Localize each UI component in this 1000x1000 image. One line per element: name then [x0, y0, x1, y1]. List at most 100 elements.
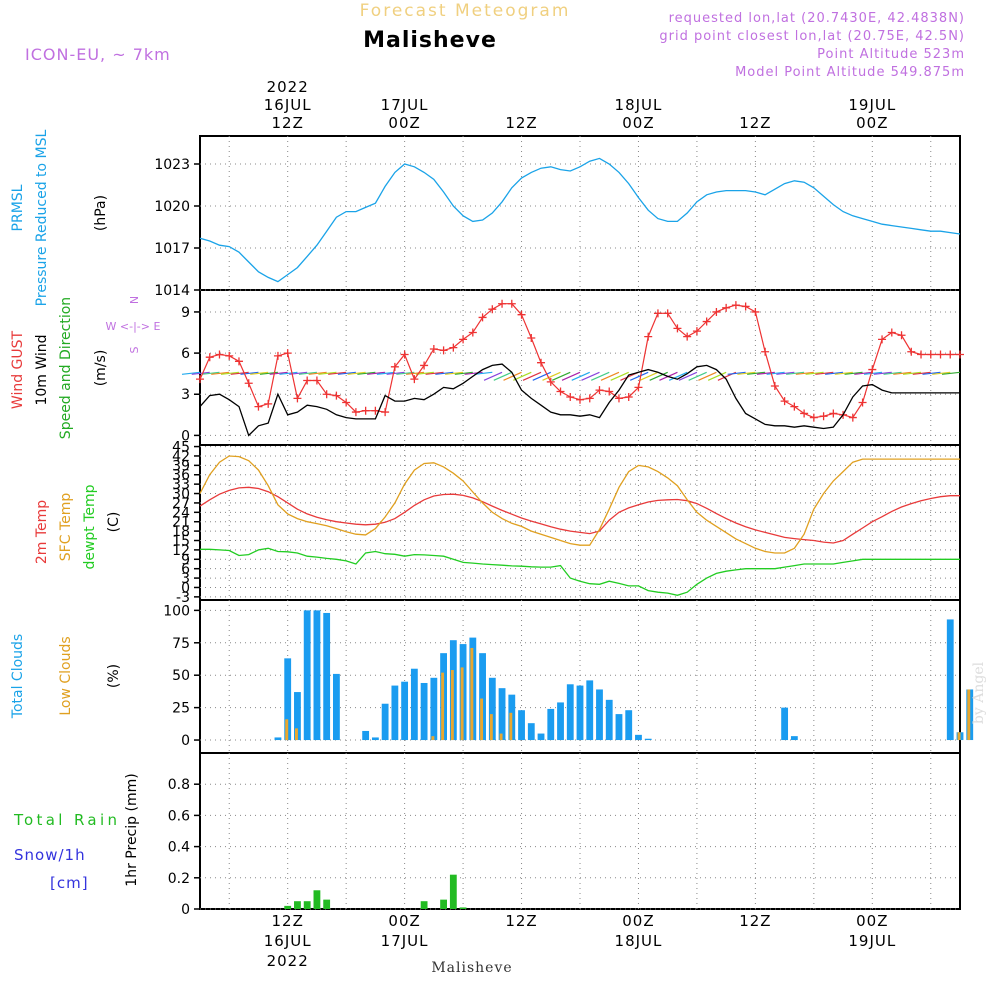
low-cloud-bar [441, 672, 445, 741]
time-label-hour: 12Z [739, 114, 771, 132]
total-cloud-bar [547, 708, 555, 741]
wind-direction-arrow [493, 371, 513, 381]
total-cloud-bar [790, 736, 798, 741]
wind-direction-arrow [522, 371, 542, 381]
wind-direction-arrow [542, 371, 561, 381]
gust-marker [215, 350, 224, 359]
time-label-date: 19JUL [848, 96, 896, 114]
wind-direction-arrow [230, 371, 249, 375]
total-cloud-bar [615, 714, 623, 741]
y-tick-label: 75 [172, 636, 190, 652]
product-title: Forecast Meteogram [360, 1, 571, 21]
precip-panel [199, 752, 961, 910]
gust-marker [351, 408, 360, 417]
wind-direction-arrow [337, 371, 356, 375]
total-cloud-bar [430, 677, 438, 741]
time-label-year: 2022 [267, 78, 309, 96]
dewpoint-label: dewpt Temp [82, 484, 98, 569]
y-tick-label: 0 [181, 902, 190, 918]
gust-marker [439, 346, 448, 355]
wind-direction-arrow [406, 371, 425, 375]
t2m-label: 2m Temp [34, 500, 50, 564]
rain-bar [313, 890, 321, 909]
total-cloud-bar [479, 653, 486, 741]
total-cloud-bar [557, 702, 564, 741]
time-label-hour: 00Z [622, 114, 654, 132]
y-tick-label: 45 [172, 440, 190, 456]
wind-direction-arrow [552, 371, 571, 381]
total-cloud-bar [488, 677, 496, 741]
gust-marker [546, 377, 555, 386]
y-tick-label: 39 [172, 458, 190, 474]
wind-direction-arrow [561, 371, 581, 381]
wind-direction-arrow [834, 371, 853, 375]
y-tick-label: 0 [181, 733, 190, 749]
wind-direction-arrow [581, 371, 600, 381]
total-cloud-bar [333, 673, 340, 741]
low-cloud-bar [470, 647, 474, 741]
compass-south: S [128, 346, 141, 353]
rain-bar [420, 901, 428, 909]
gust-marker [653, 309, 662, 318]
wind-direction-arrow [902, 371, 922, 375]
total-cloud-bar [371, 737, 379, 741]
gust-marker [897, 331, 906, 340]
wind-direction-arrow [181, 371, 201, 375]
wind-direction-arrow [590, 371, 610, 381]
gust-marker [595, 386, 604, 395]
total-cloud-bar [635, 734, 642, 741]
low-cloud-bar [295, 728, 298, 741]
wind-direction-arrow [844, 371, 863, 375]
gust-marker [946, 350, 955, 359]
gust-marker [196, 375, 204, 384]
gust-marker [761, 347, 770, 356]
wind-direction-arrow [727, 371, 746, 375]
y-tick-label: 0.8 [168, 777, 190, 793]
low-cloud-bar [450, 670, 454, 741]
wind-direction-arrow [308, 371, 327, 375]
gust-marker [390, 362, 399, 371]
total-cloud-bar [781, 707, 789, 741]
gust-marker [663, 309, 672, 318]
wind-direction-arrow [854, 371, 873, 375]
y-tick-label: 3 [181, 387, 190, 403]
time-label-hour: 00Z [622, 912, 654, 930]
total-cloud-bar [391, 685, 399, 741]
time-label-date: 16JUL [264, 96, 312, 114]
total-cloud-bar [946, 619, 954, 741]
wind-direction-arrow [211, 371, 230, 375]
point-altitude: Point Altitude 523m [817, 47, 965, 62]
wind-direction-arrow [795, 371, 814, 375]
gust-marker [644, 332, 653, 341]
gust-marker [917, 350, 926, 359]
wind-direction-arrow [639, 371, 659, 381]
wind-direction-arrow [707, 371, 727, 381]
low-cloud-bar [957, 732, 961, 741]
y-tick-label: 30 [172, 487, 190, 503]
cloud-unit: (%) [106, 664, 122, 688]
gust-marker [887, 328, 896, 337]
sfc-temp-line [199, 455, 960, 554]
y-tick-label: 9 [181, 305, 190, 321]
wind-direction-arrow [298, 371, 317, 375]
gust-marker [478, 313, 487, 322]
wind-direction-arrow [220, 371, 240, 375]
low-clouds-label: Low Clouds [58, 636, 74, 715]
time-label-hour: 12Z [272, 114, 304, 132]
wind-direction-arrow [786, 371, 805, 375]
wind-direction-arrow [513, 371, 532, 381]
gust-marker [702, 317, 711, 326]
gust-marker [517, 310, 526, 319]
gust-marker [751, 307, 760, 316]
wind-direction-arrow [571, 371, 590, 381]
gust-marker [322, 390, 331, 399]
total-cloud-bar [401, 681, 409, 741]
wind-direction-arrow [425, 371, 444, 375]
wind-direction-arrow [386, 371, 405, 375]
gust-marker [468, 328, 477, 337]
gust-marker [342, 398, 351, 407]
gust-marker [790, 402, 799, 411]
total-cloud-bar [381, 703, 389, 741]
time-label-hour: 00Z [856, 912, 888, 930]
pressure-line [199, 157, 961, 283]
